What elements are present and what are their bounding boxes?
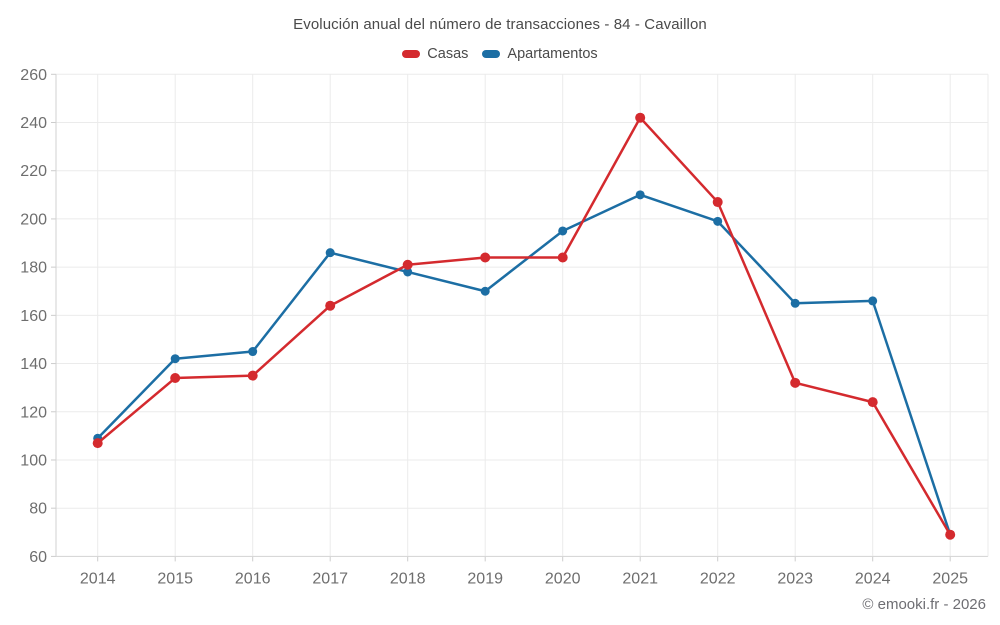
data-point-casas-2019[interactable] — [480, 252, 491, 263]
x-axis-label: 2025 — [932, 570, 968, 587]
legend-item-apartamentos[interactable]: Apartamentos — [482, 46, 598, 62]
data-point-apartamentos-2022[interactable] — [713, 216, 723, 226]
y-axis-label: 220 — [20, 163, 47, 180]
data-point-casas-2024[interactable] — [867, 397, 878, 408]
y-axis-label: 140 — [20, 356, 47, 373]
data-point-casas-2018[interactable] — [402, 259, 413, 270]
x-axis-label: 2018 — [390, 570, 426, 587]
series-line-apartamentos — [96, 193, 952, 536]
y-axis-label: 200 — [20, 211, 47, 228]
y-axis-label: 60 — [29, 549, 47, 566]
x-axis-label: 2023 — [777, 570, 813, 587]
copyright-text: © emooki.fr - 2026 — [862, 596, 986, 613]
data-point-apartamentos-2023[interactable] — [790, 298, 800, 308]
legend-swatch-casas — [402, 50, 421, 58]
y-axis-label: 180 — [20, 260, 47, 277]
chart-legend: Casas Apartamentos — [0, 46, 1000, 62]
legend-item-casas[interactable]: Casas — [402, 46, 468, 62]
data-point-apartamentos-2021[interactable] — [635, 190, 645, 200]
data-point-casas-2025[interactable] — [945, 529, 956, 540]
legend-swatch-apartamentos — [482, 50, 501, 58]
data-point-casas-2015[interactable] — [170, 373, 181, 384]
data-point-casas-2014[interactable] — [92, 438, 103, 449]
x-axis-label: 2021 — [622, 570, 658, 587]
y-axis-label: 160 — [20, 308, 47, 325]
data-point-casas-2020[interactable] — [557, 252, 568, 263]
data-point-apartamentos-2016[interactable] — [248, 347, 258, 357]
legend-label-casas: Casas — [427, 46, 469, 62]
data-point-apartamentos-2019[interactable] — [480, 286, 490, 296]
data-point-casas-2022[interactable] — [712, 197, 723, 208]
data-point-apartamentos-2015[interactable] — [170, 354, 180, 364]
y-axis-label: 80 — [29, 501, 47, 518]
data-point-casas-2017[interactable] — [325, 300, 336, 311]
x-axis-label: 2015 — [157, 570, 193, 587]
data-point-casas-2023[interactable] — [790, 377, 801, 388]
data-point-apartamentos-2017[interactable] — [325, 248, 335, 258]
x-axis-label: 2017 — [312, 570, 348, 587]
x-axis-label: 2024 — [855, 570, 891, 587]
y-axis-label: 260 — [20, 67, 47, 84]
data-point-apartamentos-2018[interactable] — [403, 267, 413, 277]
y-axis-label: 120 — [20, 404, 47, 421]
x-axis-label: 2019 — [467, 570, 503, 587]
x-axis-label: 2022 — [700, 570, 736, 587]
series-line-casas — [96, 116, 952, 536]
chart-title: Evolución anual del número de transaccio… — [293, 16, 707, 33]
y-axis-label: 100 — [20, 452, 47, 469]
legend-label-apartamentos: Apartamentos — [507, 46, 598, 62]
x-axis-label: 2016 — [235, 570, 271, 587]
y-axis-label: 240 — [20, 115, 47, 132]
data-point-casas-2016[interactable] — [247, 370, 258, 381]
data-point-apartamentos-2020[interactable] — [558, 226, 568, 236]
x-axis-label: 2020 — [545, 570, 581, 587]
data-point-apartamentos-2024[interactable] — [868, 296, 878, 306]
x-axis-label: 2014 — [80, 570, 116, 587]
data-point-casas-2021[interactable] — [635, 112, 646, 123]
